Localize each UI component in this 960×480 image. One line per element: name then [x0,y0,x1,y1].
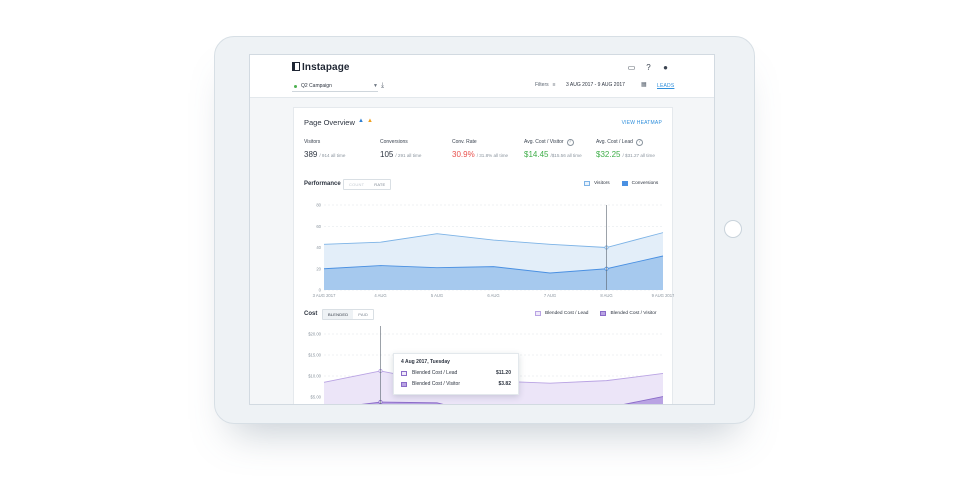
tooltip-row: Blended Cost / Visitor $3.82 [401,381,511,387]
tooltip-label: Blended Cost / Lead [412,370,458,376]
tablet-home-button [724,220,742,238]
x-tick-label: 8 AUG [600,293,612,298]
legend-swatch [584,181,590,186]
metric-sub: / 914 all time [319,153,346,158]
metric-value: 105 [380,150,394,159]
performance-chart[interactable]: 0 20 40 60 80 3 AUG 2017 4 AUG 5 AUG 6 AUG 7 AUG 8… [294,193,674,303]
toggle-paid[interactable]: PAID [358,312,369,317]
metric-label: Conv. Rate [452,139,477,145]
metric-cost-visitor: Avg. Cost / Visitor? $14.45/$15.56 all t… [524,138,582,159]
series-area-2 [324,256,663,290]
legend-swatch [621,181,628,186]
metric-label: Conversions [380,139,408,145]
metric-label: Avg. Cost / Visitor [524,139,564,145]
date-range[interactable]: 3 AUG 2017 - 9 AUG 2017 [566,82,625,88]
tooltip-swatch [401,370,407,376]
app-screen: Instapage ▭ ? ● Q2 Campaign ▼ ⤓ Filters ≡… [249,54,715,405]
performance-toggle: COUNT RATE [343,179,392,190]
filters-label: Filters [535,82,549,88]
metric-cost-lead: Avg. Cost / Lead? $32.25/ $31.27 all tim… [596,138,655,159]
help-icon[interactable]: ? [646,63,651,72]
legend-label[interactable]: Blended Cost / Lead [545,311,589,316]
metric-value: $32.25 [596,150,621,159]
performance-label: Performance [304,181,341,187]
logo-icon [292,62,300,71]
toggle-blended[interactable]: BLENDED [323,310,354,319]
y-tick-label: 20 [316,266,321,271]
x-tick-label: 5 AUG [431,293,443,298]
leads-link[interactable]: LEADS [657,83,675,89]
cost-toggle: BLENDED PAID [322,309,375,320]
app-logo[interactable]: Instapage [292,62,350,73]
user-icon[interactable]: ● [663,63,668,72]
calendar-icon[interactable]: ▦ [641,82,647,88]
y-tick-label: 40 [316,245,321,250]
legend-label[interactable]: Blended Cost / Visitor [610,311,657,316]
tooltip-value: $3.82 [498,381,511,387]
campaign-status-dot [294,84,297,88]
campaign-name: Q2 Campaign [301,83,332,89]
metric-value: 30.9% [452,150,475,159]
legend-swatch [535,311,541,316]
legend-label[interactable]: Conversions [631,181,659,186]
tooltip-row: Blended Cost / Lead $11.20 [401,370,511,376]
metric-value: 389 [304,150,318,159]
top-icons: ▭ ? ● [627,63,670,72]
cost-label: Cost [304,311,318,317]
page-title: Page Overview [304,118,355,127]
analytics-icon: ▲ [366,118,373,124]
ab-icons: ▲ ▲ [358,118,373,124]
metric-sub: / 291 all time [395,153,422,158]
series-area-2 [364,396,663,404]
x-tick-label: 3 AUG 2017 [313,293,336,298]
tooltip-value: $11.20 [495,370,511,376]
tooltip-swatch [401,381,407,387]
toggle-count[interactable]: COUNT [349,182,365,187]
metric-label: Visitors [304,139,321,145]
help-icon[interactable]: ? [566,138,574,146]
y-tick-label: $15.00 [308,353,321,358]
chevron-down-icon: ▼ [373,83,378,89]
tooltip-date: 4 Aug 2017, Tuesday [401,359,450,365]
y-tick-label: 80 [316,203,321,208]
filters-button[interactable]: Filters ≡ [535,82,556,88]
legend-label[interactable]: Visitors [594,181,610,186]
filter-icon: ≡ [552,82,556,88]
metric-sub: /$15.56 all time [550,153,582,158]
chat-icon[interactable]: ▭ [627,63,636,72]
x-tick-label: 9 AUG 2017 [652,293,674,298]
ads-icon: ▲ [358,118,364,124]
chart-tooltip: 4 Aug 2017, Tuesday Blended Cost / Lead … [393,353,519,395]
metric-label: Avg. Cost / Lead [596,139,633,145]
metric-sub: / $31.27 all time [622,153,655,158]
top-bar: Instapage ▭ ? ● Q2 Campaign ▼ ⤓ Filters ≡… [250,55,714,98]
view-heatmap-link[interactable]: VIEW HEATMAP [621,120,662,126]
y-tick-label: 0 [319,288,322,293]
download-icon[interactable]: ⤓ [381,82,385,89]
performance-legend: Visitors Conversions [584,181,658,186]
help-icon[interactable]: ? [635,138,643,146]
metric-value: $14.45 [524,150,549,159]
legend-swatch [600,311,607,316]
metric-visitors: Visitors 389/ 914 all time [304,138,345,159]
y-tick-label: $10.00 [308,374,321,379]
toggle-rate[interactable]: RATE [374,182,386,187]
y-tick-label: $5.00 [311,395,322,400]
y-tick-label: $20.00 [308,332,321,337]
campaign-select[interactable]: Q2 Campaign ▼ [292,81,378,92]
y-tick-label: 60 [316,224,321,229]
logo-text: Instapage [302,62,350,73]
x-tick-label: 6 AUG [487,293,499,298]
metric-sub: / 31.8% all time [476,153,509,158]
x-tick-label: 7 AUG [544,293,556,298]
cost-legend: Blended Cost / Lead Blended Cost / Visit… [535,311,657,316]
metric-conversions: Conversions 105/ 291 all time [380,138,421,159]
tooltip-label: Blended Cost / Visitor [412,381,460,387]
metric-conv-rate: Conv. Rate 30.9%/ 31.8% all time [452,138,508,159]
x-tick-label: 4 AUG [374,293,386,298]
